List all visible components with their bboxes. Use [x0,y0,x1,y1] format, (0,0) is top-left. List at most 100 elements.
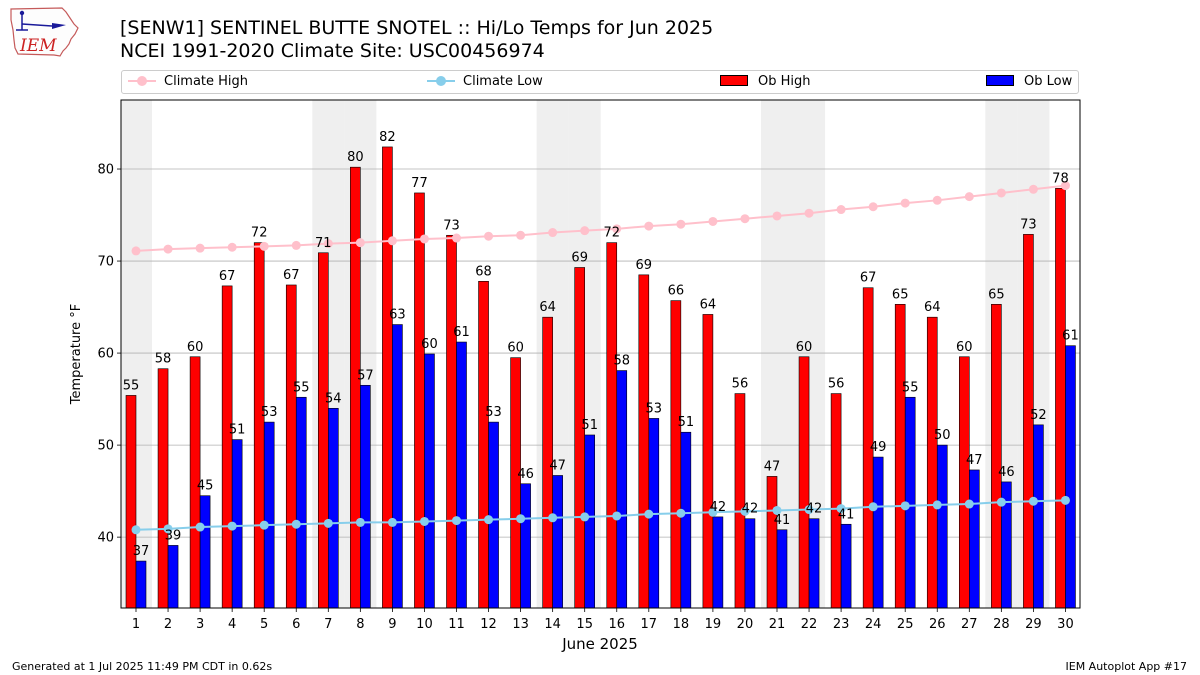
ob-high-label-12: 68 [475,264,492,279]
climate-low-point-26 [932,500,942,510]
climate-high-point-30 [1060,181,1070,191]
x-tick-label-14: 14 [544,617,561,632]
ob-low-bar-21 [776,529,788,609]
ob-high-bar-21 [766,476,778,609]
x-tick-label-22: 22 [801,617,818,632]
ob-low-bar-13 [520,483,531,609]
ob-low-label-30: 61 [1062,329,1079,344]
x-tick-label-9: 9 [388,617,396,632]
ob-high-bar-28 [991,304,1002,609]
ob-low-bar-8 [360,384,371,609]
ob-low-label-25: 55 [902,380,919,395]
climate-low-point-23 [836,504,846,514]
x-tick-label-4: 4 [228,617,236,632]
x-tick-label-18: 18 [673,617,690,632]
climate-high-line-swatch [128,75,156,86]
ob-high-label-16: 72 [603,226,620,241]
climate-low-point-7 [323,518,333,528]
chart-subtitle: NCEI 1991-2020 Climate Site: USC00456974 [120,40,545,62]
climate-low-point-15 [580,512,590,522]
climate-low-point-19 [708,507,718,517]
ob-low-label-18: 51 [678,415,695,430]
climate-high-point-22 [804,208,814,218]
ob-high-box-swatch [720,75,748,86]
x-tick-label-28: 28 [993,617,1010,632]
ob-low-label-9: 63 [389,308,406,323]
climate-low-point-18 [676,508,686,518]
ob-low-label-20: 42 [742,502,759,517]
climate-low-point-6 [291,519,301,529]
climate-high-point-5 [259,241,269,251]
climate-high-point-7 [323,239,333,249]
x-tick-label-29: 29 [1025,617,1042,632]
ob-low-label-17: 53 [646,401,663,416]
ob-high-label-14: 64 [539,300,556,315]
ob-low-bar-1 [135,560,147,609]
ob-high-bar-8 [350,166,361,609]
x-tick-label-7: 7 [324,617,332,632]
climate-low-point-11 [452,516,461,526]
climate-high-point-24 [868,202,878,212]
ob-high-bar-26 [926,316,938,609]
ob-low-bar-19 [712,516,724,609]
ob-high-label-27: 60 [956,340,973,355]
ob-high-bar-15 [574,267,586,609]
ob-low-bar-26 [936,444,948,609]
climate-low-point-1 [131,525,141,535]
ob-high-bar-1 [125,395,137,609]
climate-low-point-30 [1060,495,1070,505]
x-axis-label: June 2025 [561,635,638,653]
x-tick-label-8: 8 [356,617,364,632]
legend-label-ob-low: Ob Low [1024,74,1073,89]
climate-low-point-3 [195,522,205,532]
app-label: IEM Autoplot App #17 [1065,660,1188,673]
climate-low-point-29 [1028,496,1038,506]
x-tick-label-27: 27 [961,617,978,632]
ob-low-bar-5 [263,421,275,609]
ob-low-bar-11 [456,341,467,609]
climate-high-point-17 [644,221,654,231]
legend-label-climate-low: Climate Low [463,74,543,89]
legend: Climate High Climate Low Ob High Ob Low [121,70,1079,94]
ob-low-label-14: 47 [549,458,566,473]
y-tick-label-60: 60 [97,347,114,362]
climate-low-point-21 [772,505,782,515]
legend-entry-ob-high: Ob High [720,74,811,92]
x-tick-label-19: 19 [705,617,722,632]
ob-low-bar-6 [295,396,307,609]
climate-high-point-12 [484,231,494,241]
ob-high-label-29: 73 [1020,217,1037,232]
ob-high-label-8: 80 [347,150,364,165]
ob-low-bar-3 [199,495,211,609]
ob-low-label-6: 55 [293,380,310,395]
x-tick-label-11: 11 [448,617,465,632]
ob-low-bar-22 [808,518,820,609]
ob-low-label-21: 41 [774,513,791,528]
ob-high-label-25: 65 [892,287,909,302]
logo-text: IEM [19,36,57,56]
climate-high-point-10 [419,234,429,244]
ob-high-bar-19 [702,314,714,609]
x-tick-label-17: 17 [641,617,658,632]
ob-high-bar-13 [510,357,521,609]
climate-high-point-25 [900,198,910,208]
ob-low-bar-29 [1033,424,1044,609]
ob-low-bar-9 [392,324,403,609]
ob-low-label-26: 50 [934,428,951,443]
ob-low-bar-15 [584,434,596,609]
ob-high-label-10: 77 [411,176,428,191]
ob-high-label-6: 67 [283,268,300,283]
ob-low-label-8: 57 [357,368,374,383]
ob-low-box-swatch [986,75,1014,86]
ob-high-label-23: 56 [828,377,845,392]
x-tick-label-21: 21 [769,617,786,632]
ob-low-label-1: 37 [133,544,150,559]
ob-low-label-3: 45 [197,479,214,494]
legend-label-climate-high: Climate High [164,74,249,89]
climate-high-point-15 [580,226,590,236]
climate-low-point-28 [996,497,1006,507]
climate-high-point-16 [612,224,622,234]
ob-high-bar-22 [798,356,810,609]
climate-low-point-17 [644,509,654,519]
